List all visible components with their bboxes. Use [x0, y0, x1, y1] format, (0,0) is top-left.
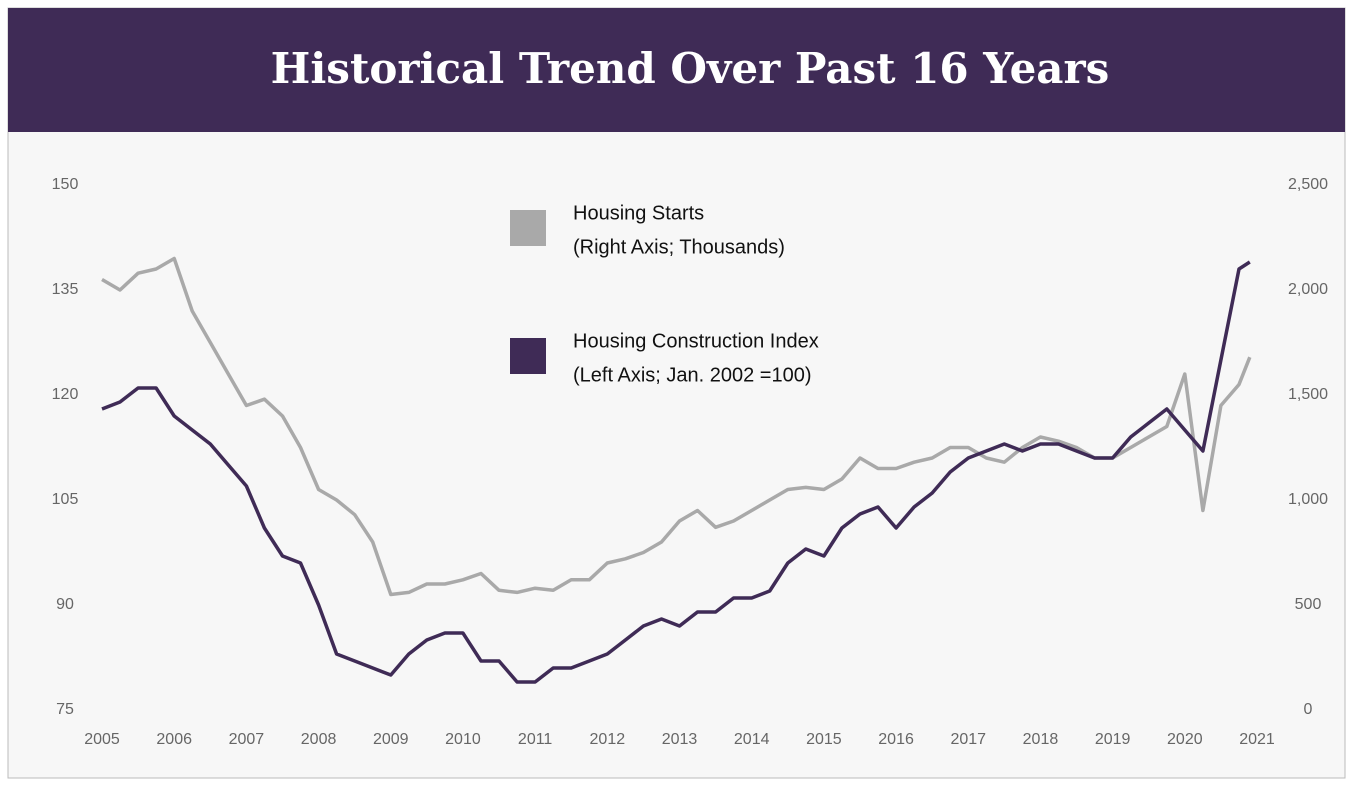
legend-note: (Left Axis; Jan. 2002 =100): [573, 364, 812, 386]
x-tick-label: 2015: [806, 731, 842, 748]
y2-tick-label: 2,000: [1288, 281, 1328, 298]
y2-tick-label: 0: [1304, 701, 1313, 718]
y-tick-label: 90: [56, 596, 74, 613]
series-line: [101, 256, 1252, 597]
chart-title: Historical Trend Over Past 16 Years: [271, 44, 1110, 93]
y-tick-label: 120: [52, 386, 79, 403]
x-tick-label: 2007: [229, 731, 265, 748]
y2-tick-label: 1,500: [1288, 386, 1328, 403]
x-tick-label: 2006: [156, 731, 192, 748]
x-tick-label: 2009: [373, 731, 409, 748]
y-tick-label: 135: [52, 281, 79, 298]
x-tick-label: 2016: [878, 731, 914, 748]
x-tick-label: 2020: [1167, 731, 1203, 748]
y-tick-label: 75: [56, 701, 74, 718]
x-tick-label: 2017: [950, 731, 986, 748]
legend-swatch: [510, 338, 546, 374]
y-tick-label: 105: [52, 491, 79, 508]
y2-tick-label: 2,500: [1288, 176, 1328, 193]
x-tick-label: 2011: [518, 731, 553, 748]
x-tick-label: 2019: [1095, 731, 1131, 748]
x-tick-label: 2012: [590, 731, 626, 748]
legend-swatch: [510, 210, 546, 246]
y2-tick-label: 500: [1295, 596, 1322, 613]
legend-label: Housing Starts: [573, 202, 704, 224]
x-tick-label: 2013: [662, 731, 698, 748]
x-tick-label: 2018: [1023, 731, 1059, 748]
x-tick-label: 2021: [1239, 731, 1275, 748]
x-tick-label: 2005: [84, 731, 120, 748]
x-tick-label: 2010: [445, 731, 481, 748]
header-band: [8, 8, 1345, 132]
panel: [7, 7, 1346, 779]
legend-note: (Right Axis; Thousands): [573, 236, 785, 258]
y-tick-label: 150: [52, 176, 79, 193]
legend-label: Housing Construction Index: [573, 330, 819, 352]
x-tick-label: 2008: [301, 731, 337, 748]
y2-tick-label: 1,000: [1288, 491, 1328, 508]
x-tick-label: 2014: [734, 731, 770, 748]
series-line: [101, 260, 1251, 684]
